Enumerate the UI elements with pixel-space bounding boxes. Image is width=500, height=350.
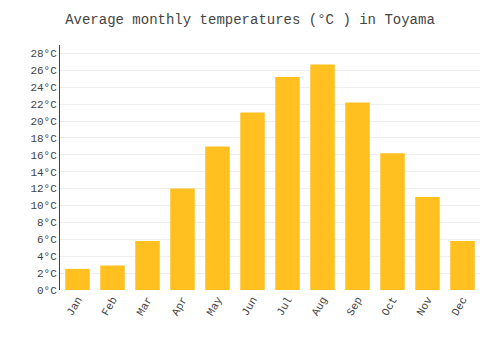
- svg-text:24°C: 24°C: [30, 82, 57, 94]
- svg-text:22°C: 22°C: [30, 99, 57, 111]
- svg-text:Aug: Aug: [310, 295, 330, 318]
- svg-text:May: May: [205, 294, 225, 317]
- svg-text:6°C: 6°C: [37, 234, 57, 246]
- svg-text:Mar: Mar: [135, 295, 155, 318]
- svg-text:10°C: 10°C: [30, 200, 57, 212]
- svg-text:26°C: 26°C: [30, 65, 57, 77]
- svg-text:Apr: Apr: [170, 295, 190, 318]
- svg-text:Oct: Oct: [380, 295, 400, 318]
- svg-text:Nov: Nov: [415, 294, 435, 317]
- svg-text:20°C: 20°C: [30, 116, 57, 128]
- svg-text:16°C: 16°C: [30, 150, 57, 162]
- svg-text:28°C: 28°C: [30, 48, 57, 60]
- svg-text:0°C: 0°C: [37, 285, 57, 297]
- svg-text:2°C: 2°C: [37, 268, 57, 280]
- svg-text:Jun: Jun: [240, 295, 260, 318]
- svg-text:8°C: 8°C: [37, 217, 57, 229]
- svg-text:Feb: Feb: [100, 295, 120, 318]
- svg-text:4°C: 4°C: [37, 251, 57, 263]
- svg-text:18°C: 18°C: [30, 133, 57, 145]
- svg-text:14°C: 14°C: [30, 167, 57, 179]
- svg-text:12°C: 12°C: [30, 183, 57, 195]
- svg-text:Average monthly temperatures (: Average monthly temperatures (°C ) in To…: [65, 12, 435, 28]
- svg-text:Dec: Dec: [450, 295, 470, 318]
- svg-text:Sep: Sep: [345, 295, 365, 318]
- svg-text:Jul: Jul: [275, 295, 295, 318]
- svg-text:Jan: Jan: [65, 295, 85, 318]
